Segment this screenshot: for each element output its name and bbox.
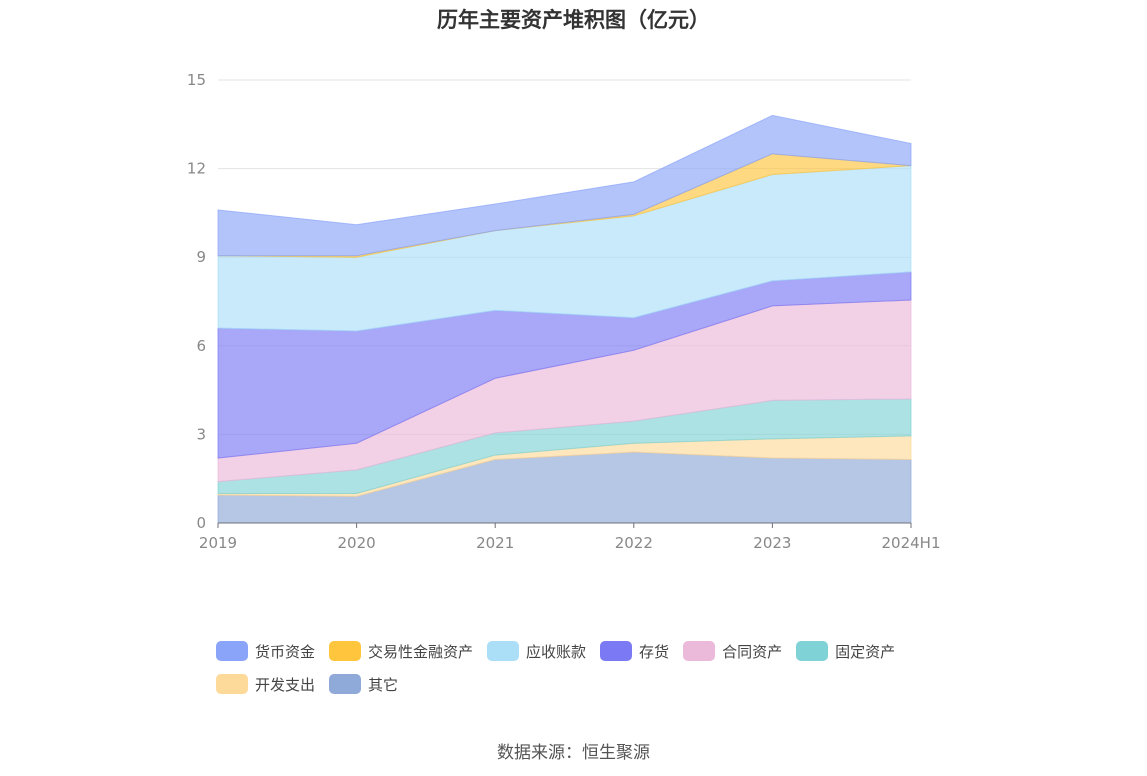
area-series [217, 114, 912, 257]
x-tick-label: 2022 [615, 534, 653, 552]
legend-swatch [600, 641, 633, 661]
legend-label: 其它 [368, 675, 399, 694]
x-tick-label: 2019 [199, 534, 237, 552]
axis-layer: 0 3 6 9 12 15 2019 2020 2021 2022 2023 2024H1 [187, 71, 941, 552]
legend-item[interactable]: 应收账款 [487, 640, 586, 662]
y-tick-label: 12 [187, 160, 206, 178]
legend-item[interactable]: 合同资产 [683, 640, 782, 662]
legend-item[interactable]: 开发支出 [216, 673, 315, 695]
y-tick-label: 6 [196, 337, 206, 355]
chart-legend: 货币资金 交易性金融资产 应收账款 存货 合同资产 固定资产开发支出 其它 [216, 640, 956, 695]
legend-label: 应收账款 [526, 642, 587, 661]
data-source: 数据来源：恒生聚源 [497, 743, 650, 763]
y-tick-label: 3 [196, 425, 206, 443]
legend-swatch [796, 641, 829, 661]
legend-label: 交易性金融资产 [368, 642, 474, 661]
legend-item[interactable]: 固定资产 [796, 640, 895, 662]
legend-swatch [329, 641, 362, 661]
x-tick-label: 2024H1 [882, 534, 941, 552]
legend-label: 存货 [639, 642, 670, 661]
legend-item[interactable]: 存货 [600, 640, 669, 662]
legend-label: 货币资金 [255, 642, 316, 661]
legend-swatch [216, 641, 248, 661]
legend-item[interactable]: 其它 [329, 673, 398, 695]
x-tick-label: 2021 [476, 534, 514, 552]
x-tick-label: 2020 [338, 534, 376, 552]
y-tick-label: 0 [196, 514, 206, 532]
y-tick-label: 15 [187, 71, 206, 89]
legend-swatch [683, 641, 716, 661]
legend-label: 固定资产 [835, 642, 896, 661]
legend-swatch [216, 674, 248, 694]
legend-label: 合同资产 [722, 642, 783, 661]
y-tick-label: 9 [196, 248, 206, 266]
legend-item[interactable]: 交易性金融资产 [329, 640, 473, 662]
legend-swatch [487, 641, 520, 661]
area-layer [217, 114, 912, 524]
stacked-area-chart: 0 3 6 9 12 15 2019 2020 2021 2022 2023 2024H1 [187, 71, 941, 552]
legend-swatch [329, 674, 362, 694]
chart-title: 历年主要资产堆积图（亿元） [437, 8, 710, 32]
legend-label: 开发支出 [255, 675, 316, 694]
legend-item[interactable]: 货币资金 [216, 640, 315, 662]
x-tick-label: 2023 [753, 534, 791, 552]
